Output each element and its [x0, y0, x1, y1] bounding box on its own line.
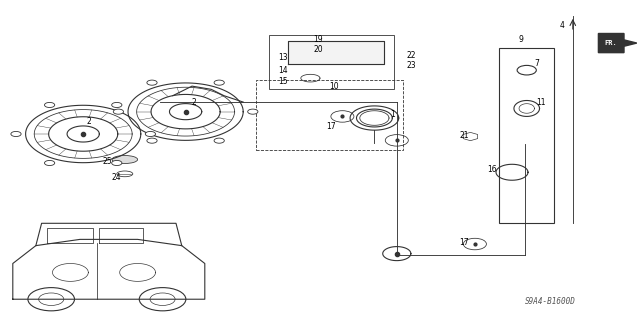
- Text: 17: 17: [460, 238, 469, 247]
- Text: 10: 10: [330, 82, 339, 91]
- Text: 13: 13: [278, 53, 288, 62]
- Text: 21: 21: [460, 131, 469, 140]
- Text: 17: 17: [326, 122, 336, 130]
- Text: 4: 4: [560, 21, 565, 30]
- Bar: [499, 48, 554, 223]
- Circle shape: [44, 160, 54, 166]
- Circle shape: [248, 109, 258, 114]
- Text: 9: 9: [518, 35, 524, 44]
- Text: 14: 14: [278, 66, 288, 75]
- Circle shape: [147, 80, 157, 85]
- Text: 1: 1: [390, 110, 395, 119]
- Circle shape: [45, 102, 55, 108]
- Ellipse shape: [117, 171, 133, 177]
- Ellipse shape: [112, 155, 138, 164]
- Circle shape: [112, 102, 122, 108]
- Text: 19: 19: [314, 35, 323, 44]
- Bar: [256, 80, 403, 150]
- Text: 24: 24: [112, 173, 122, 182]
- Text: 11: 11: [536, 98, 546, 107]
- Text: 7: 7: [534, 59, 540, 68]
- Circle shape: [113, 109, 124, 114]
- Text: 2: 2: [86, 117, 91, 126]
- Circle shape: [145, 131, 156, 137]
- Text: FR.: FR.: [605, 40, 618, 46]
- Circle shape: [214, 80, 225, 85]
- Text: 25: 25: [102, 157, 112, 166]
- Text: 2: 2: [192, 98, 196, 107]
- Text: 22: 22: [406, 51, 416, 60]
- Text: 20: 20: [314, 45, 323, 54]
- Text: 23: 23: [406, 61, 416, 70]
- Polygon shape: [598, 33, 637, 53]
- Text: 15: 15: [278, 77, 288, 86]
- Circle shape: [11, 131, 21, 137]
- Bar: [269, 35, 394, 89]
- Text: 16: 16: [488, 165, 497, 174]
- Circle shape: [111, 160, 122, 166]
- Text: S9A4-B1600D: S9A4-B1600D: [525, 297, 575, 306]
- Circle shape: [147, 138, 157, 143]
- Circle shape: [214, 138, 224, 143]
